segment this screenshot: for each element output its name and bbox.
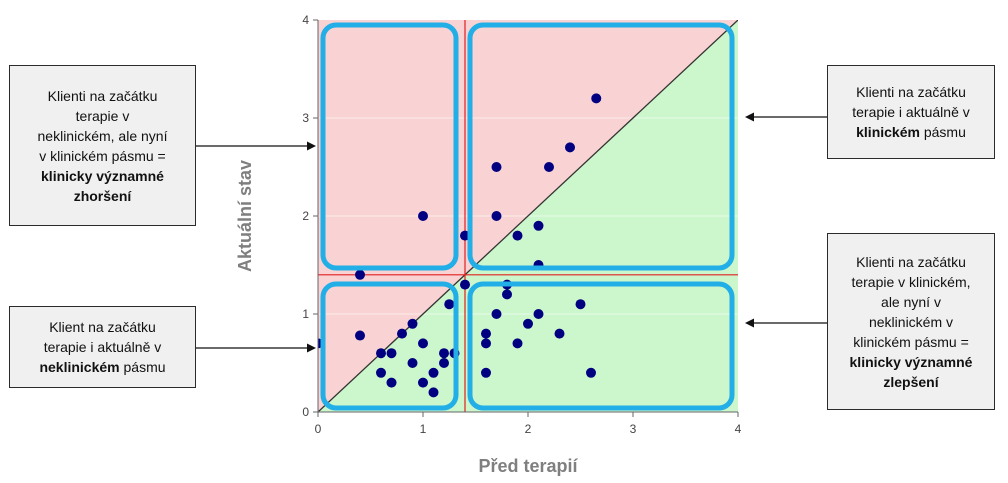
callout-line: Klienti na začátku [47, 87, 158, 104]
data-point [418, 211, 428, 221]
data-point [386, 348, 397, 359]
data-point [428, 367, 439, 378]
data-point [376, 348, 386, 359]
callout-line: terapie i aktuálně v [43, 339, 162, 355]
y-axis-title: Aktuální stav [235, 160, 255, 272]
data-point [481, 328, 491, 339]
x-tick-label: 3 [630, 422, 637, 436]
data-point [460, 279, 470, 290]
data-point [386, 377, 397, 388]
callout-line: ale nyní v [881, 293, 941, 310]
data-point [502, 289, 512, 300]
data-point [355, 330, 365, 341]
data-point [481, 338, 491, 349]
data-point [397, 328, 407, 339]
data-point [491, 211, 502, 221]
data-point [376, 367, 386, 378]
box-top-right [467, 22, 735, 271]
data-point [523, 318, 533, 329]
y-tick-label: 3 [302, 111, 309, 125]
data-point [439, 348, 449, 359]
box-bottom-left [320, 281, 459, 411]
box-bottom-right [467, 281, 735, 411]
callout-line: Klienti na začátku [856, 84, 966, 100]
arrowhead-top-left [307, 141, 316, 151]
data-point [491, 309, 502, 319]
callout-bold-line: zlepšení [883, 373, 939, 390]
callout-line: neklinickém, ale nyní [37, 127, 168, 144]
arrowhead-top-right [745, 112, 754, 122]
diagonal-line [318, 20, 738, 412]
box-top-left [320, 22, 459, 271]
data-point [533, 309, 544, 319]
data-point [544, 162, 554, 172]
callout-bold-line: klinicky významné [849, 353, 973, 370]
x-axis-ticks: 0 1 2 3 4 [315, 412, 742, 436]
data-point [591, 93, 602, 104]
callout-line: terapie v [75, 107, 130, 124]
data-point [407, 318, 418, 329]
callout-line: v klinickém pásmu = [39, 147, 166, 164]
data-point [439, 358, 449, 368]
callout-line: neklinickém pásmu [39, 359, 166, 375]
callout-line: terapie i aktuálně v [852, 104, 970, 120]
callout-improvement: Klienti na začátku terapie v klinickém, … [827, 233, 995, 410]
x-tick-label: 2 [525, 422, 532, 436]
callout-bold-line: klinicky významné [41, 167, 164, 184]
quadrant-boxes [320, 22, 735, 411]
x-tick-label: 1 [420, 422, 427, 436]
data-point [586, 367, 596, 378]
x-tick-label: 4 [735, 422, 742, 436]
data-point [512, 338, 523, 349]
arrowhead-bottom-right [745, 318, 754, 328]
y-axis-ticks: 0 1 2 3 4 [302, 13, 318, 419]
data-point [444, 299, 455, 310]
data-point [428, 387, 439, 398]
callout-line: klinickém pásmu [856, 124, 966, 140]
data-point [575, 299, 586, 310]
data-point [565, 142, 575, 153]
data-point [491, 162, 502, 172]
data-point [418, 338, 428, 349]
callout-line: neklinickém v [868, 313, 954, 330]
y-tick-label: 0 [302, 405, 309, 419]
y-tick-label: 2 [302, 209, 309, 223]
callout-line: Klienti na začátku [856, 253, 966, 270]
data-point [554, 328, 565, 339]
data-point [418, 377, 428, 388]
data-point [407, 358, 418, 368]
callout-clinical: Klienti na začátku terapie i aktuálně v … [827, 65, 995, 159]
callout-line: klinickém pásmu = [853, 333, 969, 350]
callout-bold-line: zhoršení [73, 187, 132, 204]
callout-nonclinical: Klient na začátku terapie i aktuálně v n… [9, 306, 196, 388]
y-tick-label: 4 [302, 13, 309, 27]
x-axis-title: Před terapií [478, 456, 578, 476]
callout-line: Klient na začátku [49, 319, 156, 335]
callout-line: terapie v klinickém, [851, 273, 971, 290]
data-point [481, 367, 491, 378]
data-points [318, 93, 602, 398]
data-point [533, 220, 544, 231]
y-tick-label: 1 [302, 307, 309, 321]
data-point [512, 230, 523, 241]
x-tick-label: 0 [315, 422, 322, 436]
callout-deterioration: Klienti na začátku terapie v neklinickém… [9, 65, 196, 226]
arrowhead-bottom-left [307, 343, 316, 353]
data-point [355, 269, 365, 280]
arrows [196, 112, 827, 353]
